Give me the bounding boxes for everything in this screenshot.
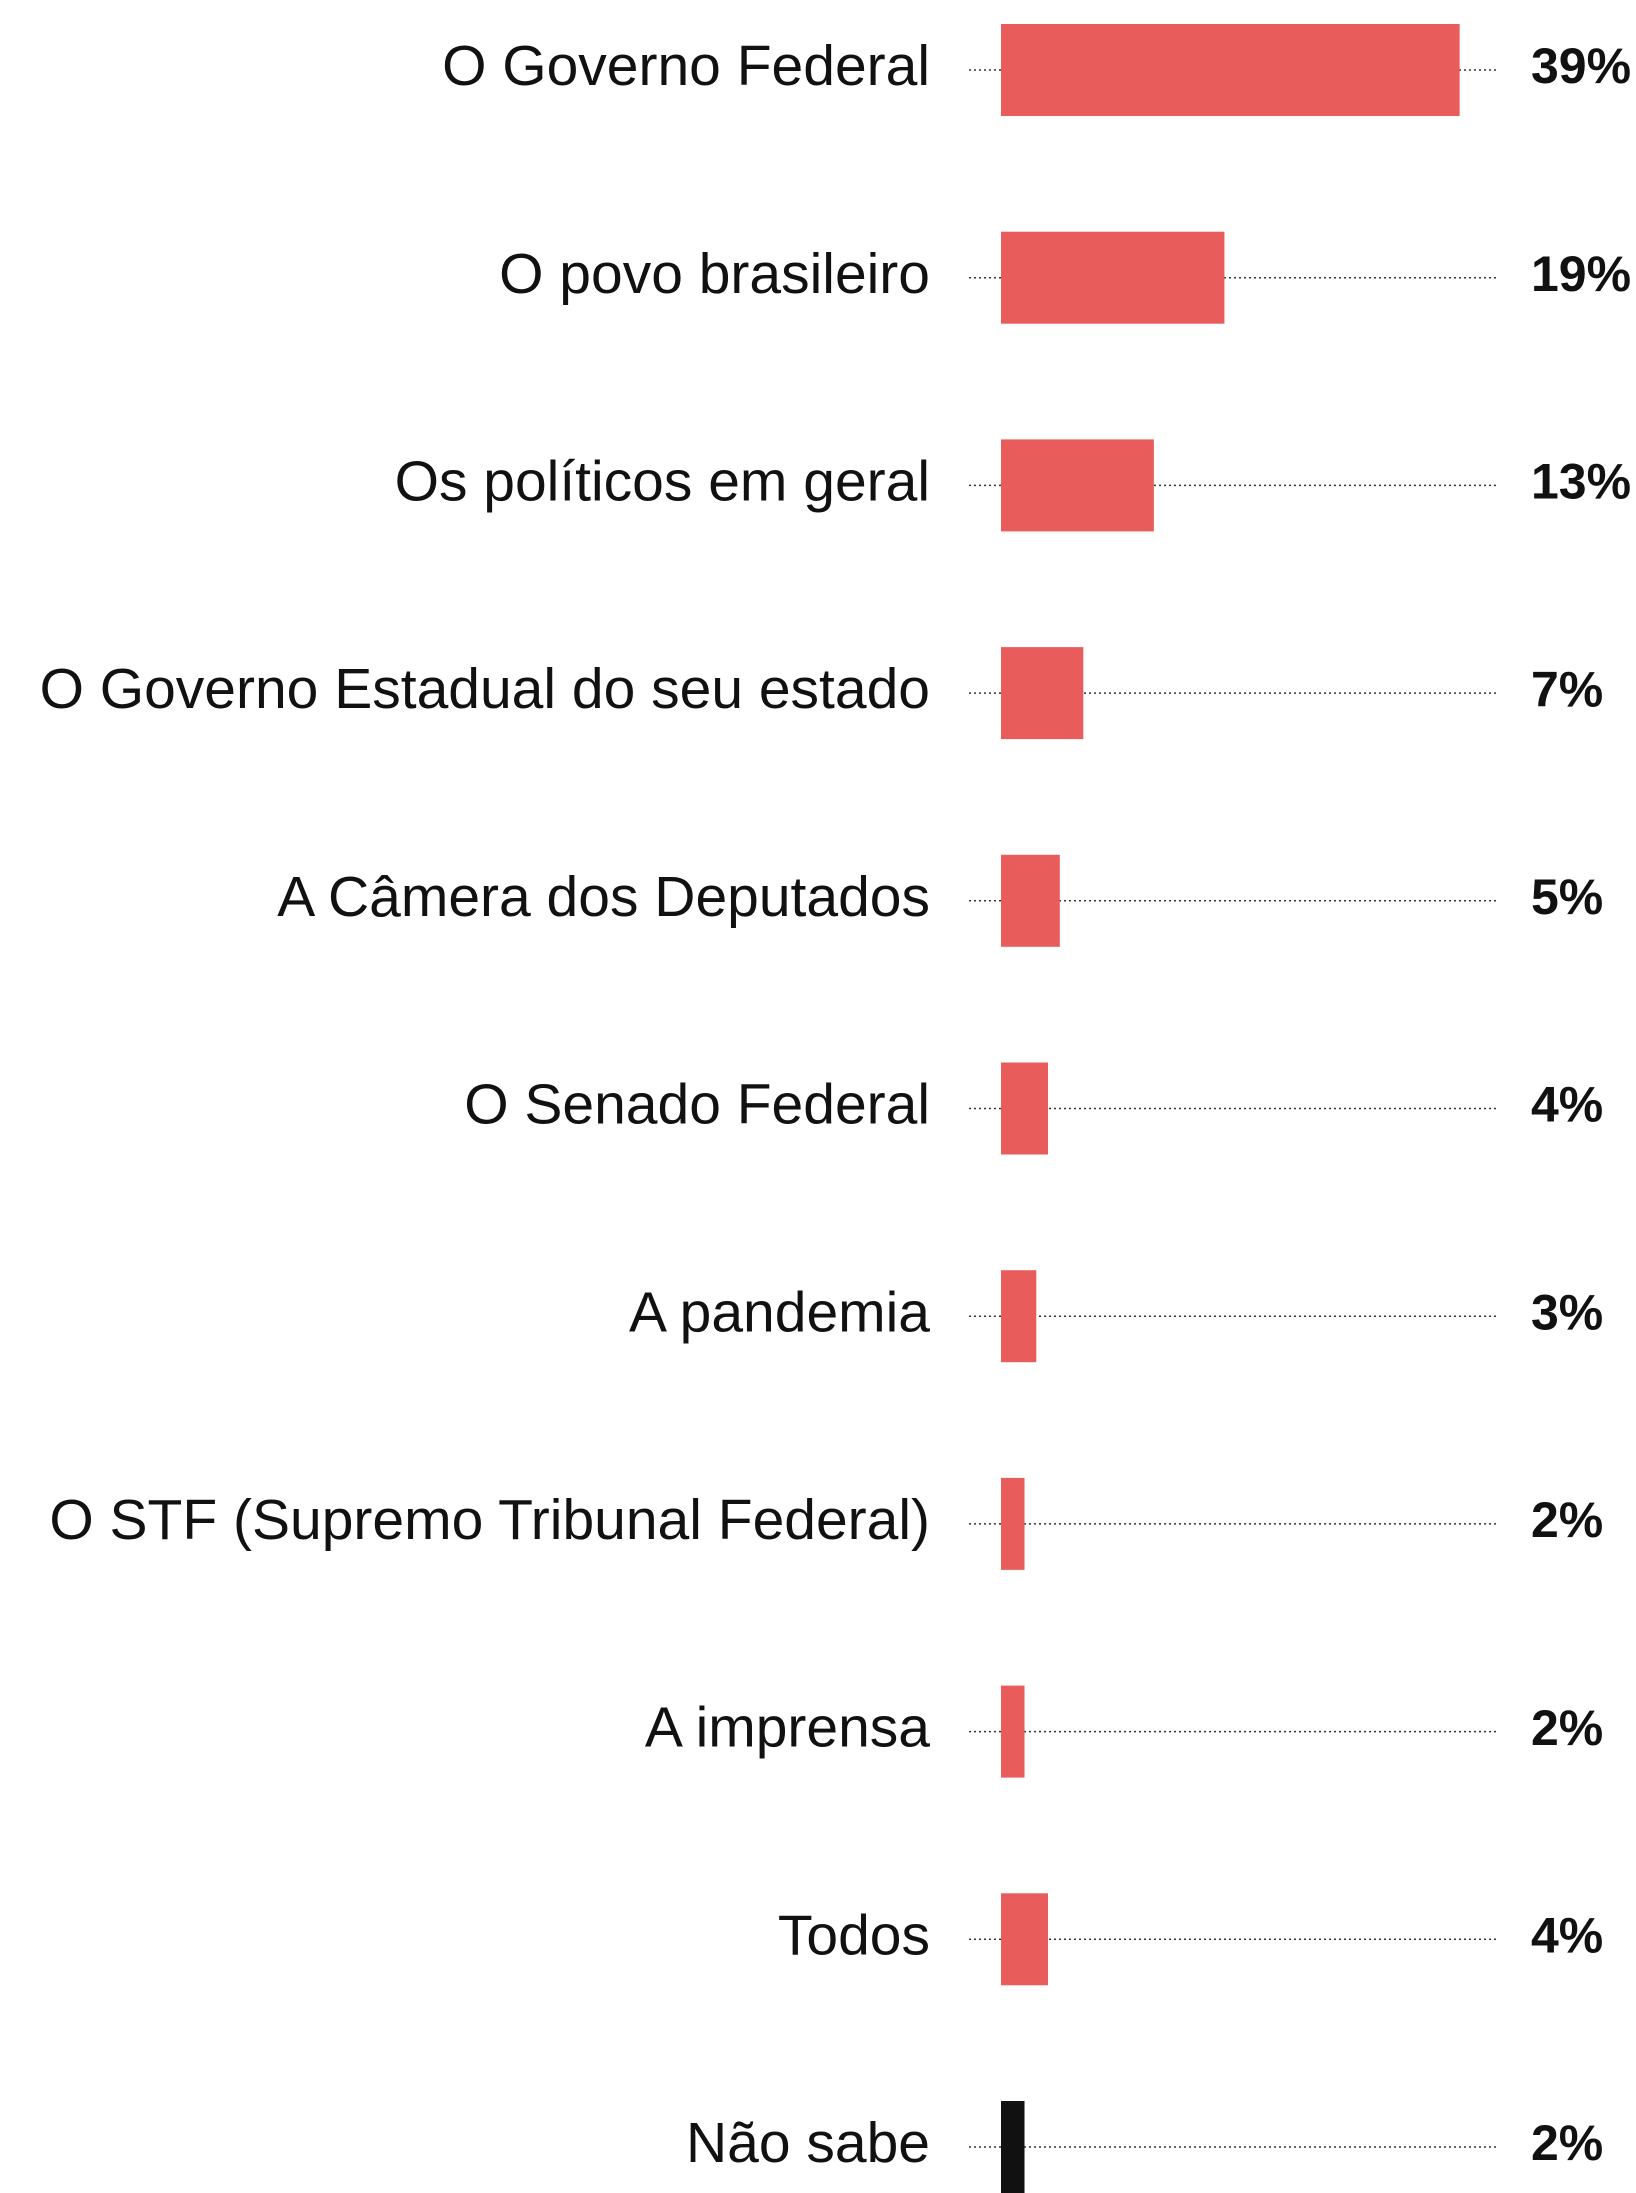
bar (1001, 231, 1225, 324)
value-label: 7% (1531, 661, 1603, 717)
category-label: O Governo Federal (442, 34, 930, 98)
value-label: 2% (1531, 1492, 1603, 1548)
category-label: Todos (778, 1903, 930, 1967)
value-label: 4% (1531, 1908, 1603, 1964)
category-label: O STF (Supremo Tribunal Federal) (49, 1488, 930, 1552)
category-label: A pandemia (629, 1280, 930, 1344)
value-label: 13% (1531, 454, 1631, 510)
bar (1001, 24, 1460, 116)
value-label: 3% (1531, 1284, 1603, 1340)
bar (1001, 1062, 1049, 1155)
category-label: O Governo Estadual do seu estado (40, 657, 930, 721)
value-label: 4% (1531, 1077, 1603, 1133)
value-label: 2% (1531, 1700, 1603, 1756)
category-label: Os políticos em geral (395, 449, 930, 513)
value-label: 19% (1531, 246, 1631, 302)
bar (1001, 854, 1060, 947)
category-label: Não sabe (686, 2111, 930, 2175)
category-label: A Câmera dos Deputados (277, 865, 930, 929)
value-label: 5% (1531, 869, 1603, 925)
value-label: 2% (1531, 2115, 1603, 2171)
bar (1001, 647, 1084, 740)
bar (1001, 439, 1154, 532)
bar (1001, 1270, 1037, 1363)
bar (1001, 2101, 1025, 2193)
bar (1001, 1685, 1025, 1778)
category-label: A imprensa (645, 1696, 930, 1760)
category-label: O povo brasileiro (499, 242, 930, 306)
bar (1001, 1893, 1049, 1986)
bar (1001, 1477, 1025, 1570)
value-label: 39% (1531, 38, 1631, 94)
category-label: O Senado Federal (464, 1073, 930, 1137)
